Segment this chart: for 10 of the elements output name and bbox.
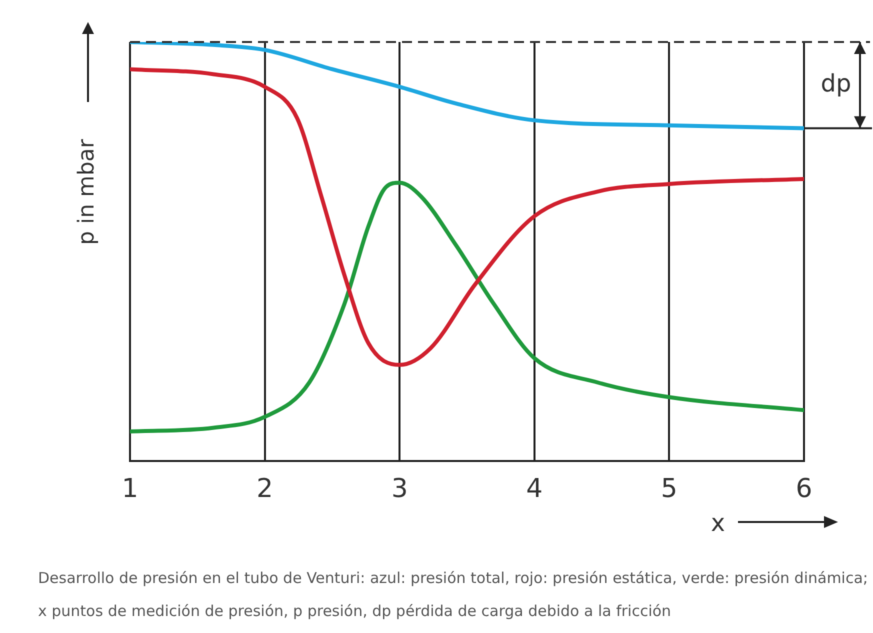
- x-tick-label: 4: [526, 474, 543, 504]
- y-axis-title: p in mbar: [74, 138, 100, 245]
- ref-line-label: dp: [820, 69, 852, 98]
- x-tick-label: 3: [391, 474, 408, 504]
- x-tick-label: 5: [660, 474, 678, 504]
- x-tick-label: 6: [796, 474, 812, 504]
- x-tick-label: 1: [122, 474, 138, 504]
- x-axis-title: x: [710, 509, 726, 538]
- text: Desarrollo de presión en el tubo de Venturi: azul: presión total, rojo: presión estática, verde: presión dinámica; x puntos de medición de presión, p presión, dp pérdida de carga debido a la fricción: [38, 568, 868, 622]
- x-tick-label: 2: [256, 474, 274, 504]
